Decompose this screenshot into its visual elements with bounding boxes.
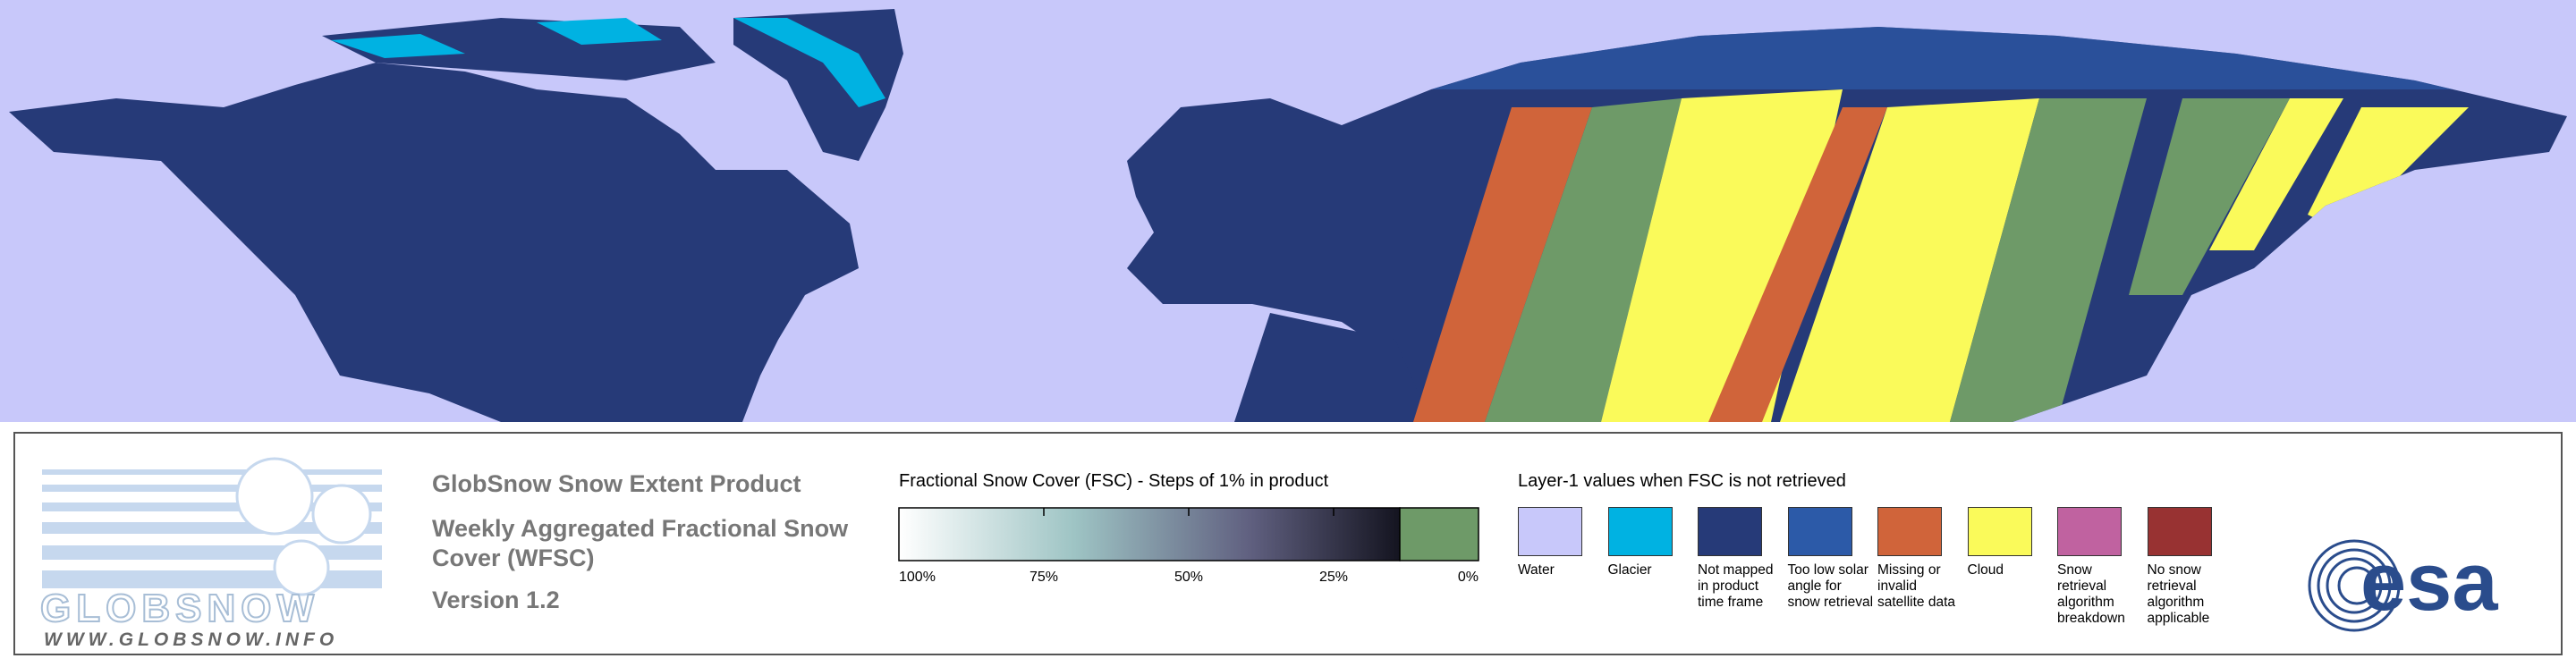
esa-name: esa <box>2360 536 2498 628</box>
globsnow-logo: GLOBSNOW WWW.GLOBSNOW.INFO <box>39 457 382 648</box>
greenland-glacier <box>733 18 886 107</box>
swath-cloud <box>1780 98 2039 422</box>
glacier <box>331 18 662 58</box>
swath-cloud <box>2209 98 2343 250</box>
product-title: GlobSnow Snow Extent Product <box>432 470 801 497</box>
swatch <box>1967 507 2032 556</box>
tick-label: 75% <box>1029 570 1059 585</box>
item-label: No snow retrieval algorithm applicable <box>2147 562 2210 626</box>
swatch <box>1607 507 1673 556</box>
fsc-title: Fractional Snow Cover (FSC) - Steps of 1… <box>899 471 1329 491</box>
gradient <box>898 507 1401 561</box>
layer1-title: Layer-1 values when FSC is not retrieved <box>1518 471 1846 491</box>
swath-missing <box>1708 107 1887 422</box>
map <box>0 0 2576 422</box>
tick-label: 50% <box>1174 570 1204 585</box>
swatch <box>2057 507 2122 556</box>
swatch <box>1698 507 1762 556</box>
logo-name: GLOBSNOW <box>40 587 319 630</box>
swath-green <box>1485 98 1682 422</box>
legend: GLOBSNOW WWW.GLOBSNOW.INFO GlobSnow Snow… <box>13 432 2563 655</box>
swatch <box>2147 507 2212 556</box>
greenland <box>733 9 903 161</box>
tick-label: 25% <box>1318 570 1349 585</box>
swatch <box>1877 507 1942 556</box>
africa <box>1234 313 1431 422</box>
item-label: Glacier <box>1607 562 1652 578</box>
item-label: Too low solar angle for snow retrieval <box>1787 562 1874 610</box>
swath-missing <box>1413 107 1592 422</box>
item-label: Snow retrieval algorithm breakdown <box>2057 562 2125 626</box>
swath-green <box>1950 98 2147 422</box>
tick-label: 0% <box>1457 570 1479 585</box>
tick-label: 100% <box>899 570 936 585</box>
esa-logo: esa <box>2308 536 2498 632</box>
item-label: Cloud <box>1967 562 2004 578</box>
swath-green <box>2129 98 2290 295</box>
item-label: Water <box>1518 562 1555 578</box>
no-snow <box>1399 507 1479 561</box>
item-label: Missing or invalid satellite data <box>1877 562 1956 610</box>
logo-url: WWW.GLOBSNOW.INFO <box>44 629 338 648</box>
swatch <box>1787 507 1852 556</box>
product-version: Version 1.2 <box>432 587 560 613</box>
fsc-colorbar <box>898 507 1479 561</box>
item-label: Not mapped in product time frame <box>1698 562 1774 610</box>
north-america <box>9 63 859 422</box>
product-subtitle: Weekly Aggregated Fractional Snow Cover … <box>432 515 849 571</box>
swatch <box>1518 507 1582 556</box>
